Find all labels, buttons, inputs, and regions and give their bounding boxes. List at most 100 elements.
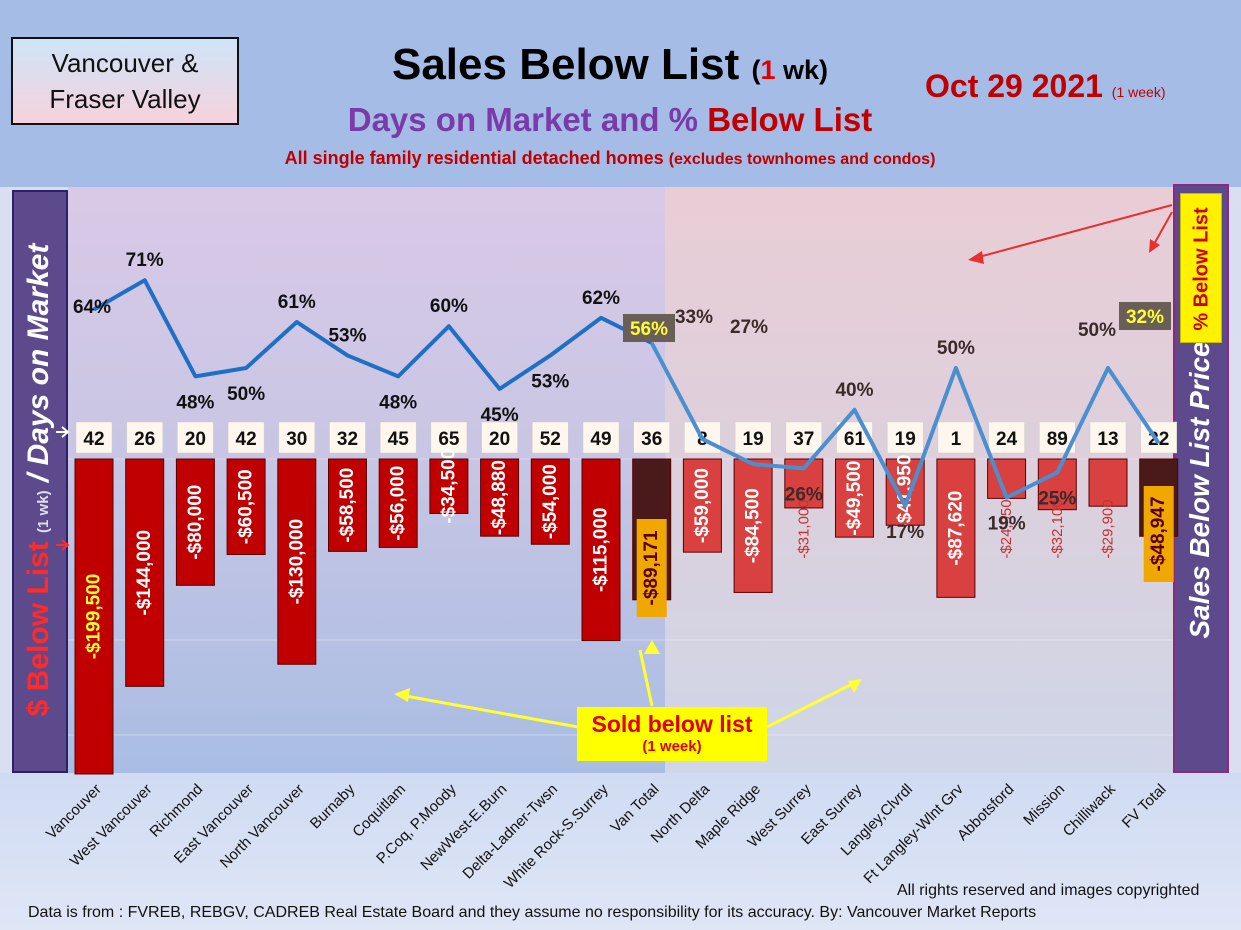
dom-label-box-6 <box>379 421 417 454</box>
chart-title: Sales Below List (1 wk) <box>240 40 980 90</box>
price-label-21: -$48,947 <box>1148 496 1169 571</box>
bar-12 <box>682 458 722 553</box>
category-label-19: Mission <box>1020 781 1068 829</box>
dom-label-box-7 <box>430 421 468 454</box>
pct-tag-arrow-1 <box>974 204 1173 259</box>
dom-label-17: 1 <box>951 429 962 450</box>
price-label-12: -$59,000 <box>692 468 713 543</box>
dom-label-16: 19 <box>895 429 916 450</box>
dom-label-7: 65 <box>438 429 460 450</box>
pct-label-1: 71% <box>126 250 164 271</box>
price-label-13: -$84,500 <box>743 488 764 563</box>
dom-label-box-16 <box>886 421 924 454</box>
price-label-16: -$41,950 <box>895 455 916 530</box>
dom-label-box-10 <box>582 421 620 454</box>
category-label-21: FV Total <box>1119 781 1170 832</box>
pct-label-8: 45% <box>481 405 519 426</box>
price-label-8: -$48,880 <box>489 460 510 535</box>
pct-label-2: 48% <box>176 392 214 413</box>
dom-label-15: 61 <box>844 429 866 450</box>
price-label-18: -$24,950 <box>998 499 1015 558</box>
dom-label-box-4 <box>278 421 316 454</box>
left-axis-label-dom: / Days on Market <box>22 243 55 491</box>
dom-label-box-13 <box>734 421 772 454</box>
price-label-14: -$31,000 <box>795 499 812 558</box>
price-label-6: -$56,000 <box>388 466 409 541</box>
category-band <box>0 773 1241 930</box>
dom-label-box-18 <box>988 421 1025 454</box>
price-label-4: -$130,000 <box>286 519 307 605</box>
price-label-11: -$89,171 <box>641 530 662 605</box>
report-date-note: (1 week) <box>1111 84 1166 100</box>
data-source-note: Data is from : FVREB, REBGV, CADREB Real… <box>28 904 1037 921</box>
subtitle-part2: Below List <box>707 101 873 138</box>
pct-label-12: 33% <box>675 307 713 328</box>
bar-5 <box>328 458 367 552</box>
bar-9 <box>530 458 570 545</box>
callout-arrowhead-up <box>644 640 660 654</box>
pct-label-14: 26% <box>785 484 823 505</box>
dom-label-11: 36 <box>641 429 662 450</box>
dom-label-19: 89 <box>1047 429 1068 450</box>
region-badge-line1: Vancouver & <box>51 48 199 78</box>
dom-label-1: 26 <box>134 429 155 450</box>
callout-arrow-up <box>638 649 654 707</box>
pct-label-5: 53% <box>328 325 366 346</box>
pct-below-list-tag: % Below List <box>1180 193 1222 343</box>
pct-label-10: 62% <box>582 288 620 309</box>
total-label-bg-21 <box>1143 486 1174 582</box>
price-label-5: -$58,500 <box>337 468 358 543</box>
bar-2 <box>175 458 215 586</box>
pct-label-13: 27% <box>730 317 768 338</box>
dom-label-box-9 <box>532 421 569 454</box>
callout-line1: Sold below list <box>591 711 753 737</box>
price-label-0: -$199,500 <box>84 574 105 660</box>
pct-label-20: 50% <box>1078 320 1116 341</box>
price-label-20: -$29,900 <box>1100 499 1117 558</box>
dom-label-box-1 <box>126 421 163 454</box>
subnote-small: (excludes townhomes and condos) <box>668 151 936 168</box>
callout-line2: (1 week) <box>642 738 702 755</box>
dom-label-box-11 <box>633 421 670 454</box>
dom-label-4: 30 <box>286 429 307 450</box>
pct-tag-arrowhead-2 <box>1149 239 1160 253</box>
pct-label-15: 40% <box>835 380 873 401</box>
chart-title-main: Sales Below List <box>391 40 740 89</box>
report-date: Oct 29 2021 (1 week) <box>925 68 1165 105</box>
bar-15 <box>835 458 874 538</box>
pct-line-vancouver <box>93 278 653 391</box>
dom-label-6: 45 <box>388 429 410 450</box>
region-badge: Vancouver & Fraser Valley <box>11 37 239 125</box>
dom-label-box-20 <box>1089 421 1127 454</box>
pct-label-4: 61% <box>278 292 316 313</box>
dom-label-0: 42 <box>83 429 104 450</box>
price-label-9: -$54,000 <box>540 464 561 539</box>
subnote-main: All single family residential detached h… <box>284 148 669 168</box>
left-axis-label-period: (1 wk) <box>35 490 52 533</box>
pct-tag-arrowhead-1 <box>968 251 984 264</box>
dom-pointer-arrow <box>56 426 70 438</box>
dom-label-box-0 <box>75 421 113 454</box>
price-label-19: -$32,100 <box>1049 499 1066 558</box>
left-axis-label-price: $ Below List <box>22 541 55 717</box>
dom-label-14: 37 <box>793 429 814 450</box>
dom-label-13: 19 <box>743 429 764 450</box>
chart-subtitle: Days on Market and % Below List <box>240 101 980 139</box>
bar-13 <box>733 458 773 593</box>
chart-subnote: All single family residential detached h… <box>240 148 980 169</box>
callout-arrow-left <box>399 693 579 729</box>
dom-label-box-15 <box>836 421 873 454</box>
dom-label-9: 52 <box>540 429 561 450</box>
dom-label-box-3 <box>227 421 265 454</box>
bar-1 <box>125 458 165 687</box>
bar-10 <box>581 458 621 642</box>
dom-label-2: 20 <box>185 429 206 450</box>
region-badge-line2: Fraser Valley <box>49 84 201 114</box>
dom-label-8: 20 <box>489 429 510 450</box>
price-label-1: -$144,000 <box>134 530 155 616</box>
copyright-note: All rights reserved and images copyright… <box>897 882 1200 899</box>
pct-label-3: 50% <box>227 384 265 405</box>
pct-label-7: 60% <box>430 296 468 317</box>
